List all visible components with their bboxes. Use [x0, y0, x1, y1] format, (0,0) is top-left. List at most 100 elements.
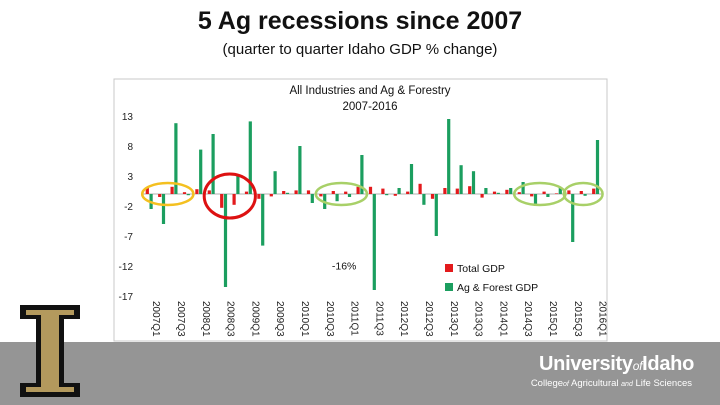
highlight-circle: [140, 181, 195, 207]
x-tick-label: 2008Q3: [225, 301, 236, 337]
legend-label: Ag & Forest GDP: [457, 282, 538, 294]
x-tick-label: 2011Q3: [373, 301, 384, 336]
ag-gdp-bar: [161, 194, 166, 224]
slide-title: 5 Ag recessions since 2007: [197, 7, 523, 35]
university-name: UniversityofIdaho: [539, 353, 694, 376]
total-gdp-bar: [158, 194, 162, 197]
total-gdp-bar: [505, 189, 509, 194]
ag-gdp-bar: [236, 174, 240, 194]
ag-gdp-bar: [211, 134, 215, 194]
ag-gdp-bar: [347, 194, 352, 197]
x-tick-label: 2009Q1: [249, 301, 260, 337]
college-name: Collegeof Agricultural and Life Sciences: [531, 378, 692, 389]
x-tick-label: 2013Q3: [473, 301, 484, 337]
footer-band: [0, 342, 720, 405]
college-c: Life Sciences: [632, 378, 692, 389]
total-gdp-bar: [592, 188, 596, 194]
ag-gdp-bar: [509, 188, 513, 194]
x-tick-label: 2007Q1: [150, 301, 161, 337]
annotation-label: -16%: [332, 261, 357, 273]
total-gdp-bar: [232, 194, 236, 205]
total-gdp-bar: [331, 191, 335, 194]
x-tick-label: 2015Q1: [547, 301, 558, 337]
ag-gdp-bar: [484, 188, 488, 194]
total-gdp-bar: [269, 194, 273, 197]
x-axis-ticks: 2007Q1 2007Q3 2008Q1 2008Q3 2009Q1 2009Q3 2010…: [150, 301, 607, 337]
ag-gdp-bar: [397, 188, 401, 194]
x-tick-label: 2010Q3: [324, 301, 335, 337]
ag-gdp-bar: [496, 192, 500, 194]
total-gdp-bar: [468, 186, 472, 194]
ag-gdp-bar: [360, 155, 364, 194]
ag-gdp-bar: [533, 194, 538, 206]
ag-gdp-bar: [546, 194, 550, 197]
ag-gdp-bar: [571, 194, 575, 242]
y-tick-label: 8: [127, 142, 133, 153]
x-tick-label: 2007Q3: [175, 301, 186, 337]
chart-title: All Industries and Ag & Forestry: [289, 85, 450, 97]
ag-gdp-bar: [471, 171, 476, 194]
highlight-circle: [512, 181, 567, 207]
y-tick-label: 13: [122, 112, 134, 123]
ag-gdp-bar: [583, 194, 587, 196]
x-tick-label: 2014Q1: [497, 301, 508, 337]
x-tick-label: 2011Q1: [349, 301, 360, 336]
highlight-circle: [202, 172, 257, 220]
total-gdp-bar: [145, 188, 149, 194]
chart-subtitle: 2007-2016: [343, 101, 398, 113]
logo-fill: [26, 310, 74, 392]
legend: Total GDP Ag & Forest GDP: [445, 263, 538, 294]
total-gdp-bar: [579, 191, 583, 194]
total-gdp-bar: [182, 192, 187, 194]
ag-gdp-bar: [459, 165, 463, 194]
total-gdp-bar: [418, 183, 422, 194]
ag-gdp-bar: [310, 194, 314, 203]
uni-idaho: Idaho: [642, 353, 694, 375]
legend-label: Total GDP: [457, 263, 505, 275]
total-gdp-bar: [356, 186, 360, 194]
y-axis-ticks: 13 8 3 -2 -7 -12 -17: [119, 112, 134, 303]
total-gdp-bar: [294, 190, 298, 194]
y-tick-label: -17: [119, 292, 134, 303]
college-a: College: [530, 378, 564, 389]
ag-gdp-bar: [248, 121, 252, 194]
ag-gdp-bar: [285, 192, 290, 194]
total-gdp-bar: [319, 194, 323, 197]
ag-gdp-bar: [595, 140, 600, 194]
highlight-circle: [562, 181, 604, 207]
y-tick-label: -7: [124, 232, 133, 243]
college-of: of: [563, 381, 569, 388]
university-i-logo: [20, 305, 80, 397]
bars: [145, 119, 600, 290]
total-gdp-bar: [170, 186, 174, 194]
x-tick-label: 2009Q3: [274, 301, 285, 337]
legend-swatch: [445, 283, 453, 291]
total-gdp-bar: [195, 189, 199, 194]
total-gdp-bar: [220, 194, 224, 208]
y-tick-label: -12: [119, 262, 134, 273]
uni-main: University: [539, 353, 633, 375]
x-tick-label: 2010Q1: [299, 301, 310, 337]
total-gdp-bar: [344, 191, 348, 194]
total-gdp-bar: [244, 191, 249, 194]
total-gdp-bar: [480, 194, 484, 198]
highlight-circles: [140, 172, 604, 220]
total-gdp-bar: [542, 191, 546, 194]
total-gdp-bar: [554, 193, 559, 194]
uni-of: of: [632, 359, 643, 373]
total-gdp-bar: [406, 191, 410, 194]
x-tick-label: 2015Q3: [572, 301, 583, 337]
ag-gdp-bar: [447, 119, 451, 194]
total-gdp-bar: [257, 194, 261, 199]
ag-gdp-bar: [558, 188, 562, 194]
ag-gdp-bar: [298, 146, 302, 194]
ag-gdp-bar: [261, 194, 265, 246]
x-tick-label: 2012Q3: [423, 301, 434, 337]
ag-gdp-bar: [409, 164, 414, 194]
ag-gdp-bar: [521, 182, 525, 194]
ag-gdp-bar: [335, 194, 339, 202]
x-tick-label: 2016Q1: [597, 301, 608, 337]
college-b: Agricultural: [568, 378, 622, 389]
total-gdp-bar: [381, 188, 385, 194]
